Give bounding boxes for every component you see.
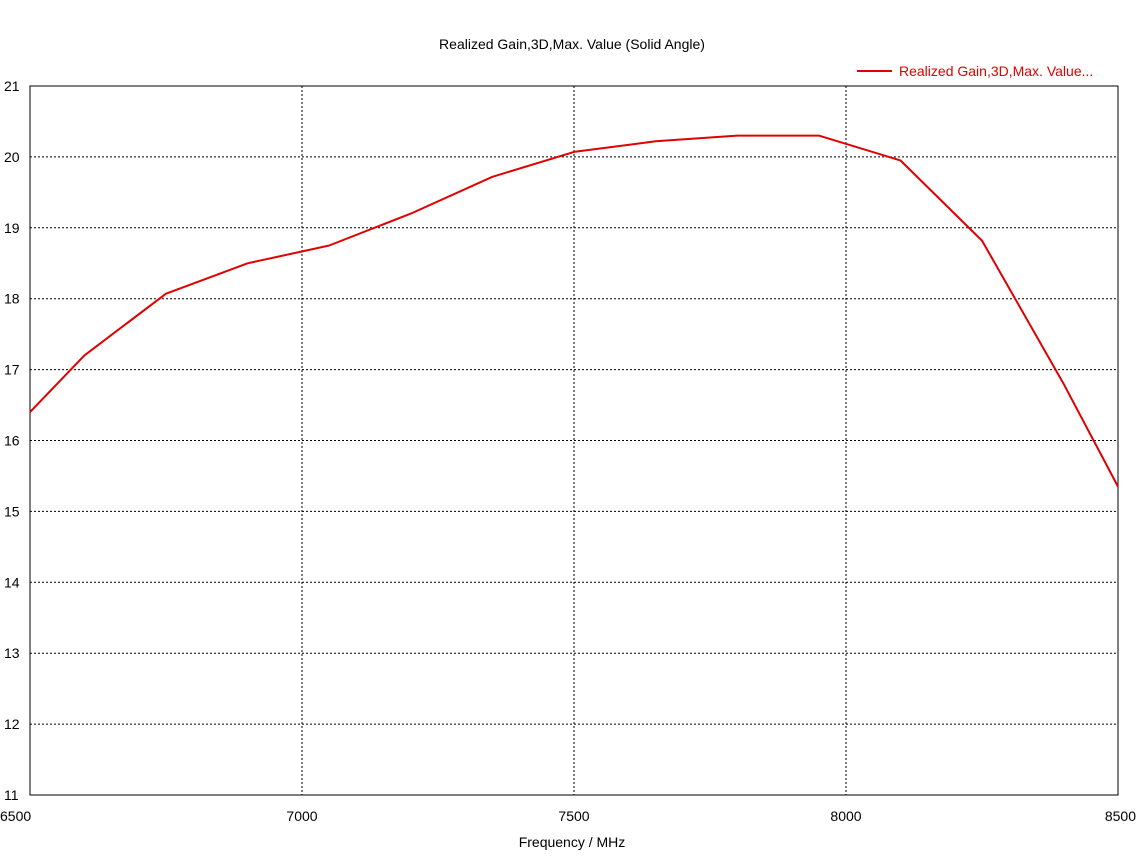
- legend-label: Realized Gain,3D,Max. Value...: [899, 63, 1093, 79]
- y-tick-label: 12: [4, 716, 20, 732]
- y-tick-label: 14: [4, 574, 20, 590]
- y-tick-label: 16: [4, 433, 20, 449]
- y-tick-label: 20: [4, 149, 20, 165]
- grid: [30, 86, 1118, 795]
- y-tick-label: 19: [4, 220, 20, 236]
- y-tick-label: 15: [4, 503, 20, 519]
- y-tick-label: 13: [4, 645, 20, 661]
- y-tick-label: 21: [4, 78, 20, 94]
- y-tick-label: 17: [4, 362, 20, 378]
- y-tick-label: 11: [4, 787, 19, 803]
- x-tick-label: 7000: [286, 808, 317, 824]
- x-tick-label: 8000: [830, 808, 861, 824]
- x-axis-label: Frequency / MHz: [519, 834, 626, 850]
- x-axis-ticks: 6500 7000 7500 8000 8500: [0, 808, 1136, 824]
- y-axis-ticks: 11 12 13 14 15 16 17 18 19 20 21: [4, 78, 20, 803]
- series-line[interactable]: [29, 134, 1119, 488]
- x-tick-label: 8500: [1105, 808, 1136, 824]
- x-tick-label: 6500: [0, 808, 31, 824]
- y-tick-label: 18: [4, 291, 20, 307]
- series-layer: [29, 134, 1119, 488]
- x-tick-label: 7500: [558, 808, 589, 824]
- chart-title: Realized Gain,3D,Max. Value (Solid Angle…: [439, 36, 705, 52]
- legend[interactable]: Realized Gain,3D,Max. Value...: [857, 63, 1093, 79]
- plot-frame: [29, 85, 1119, 796]
